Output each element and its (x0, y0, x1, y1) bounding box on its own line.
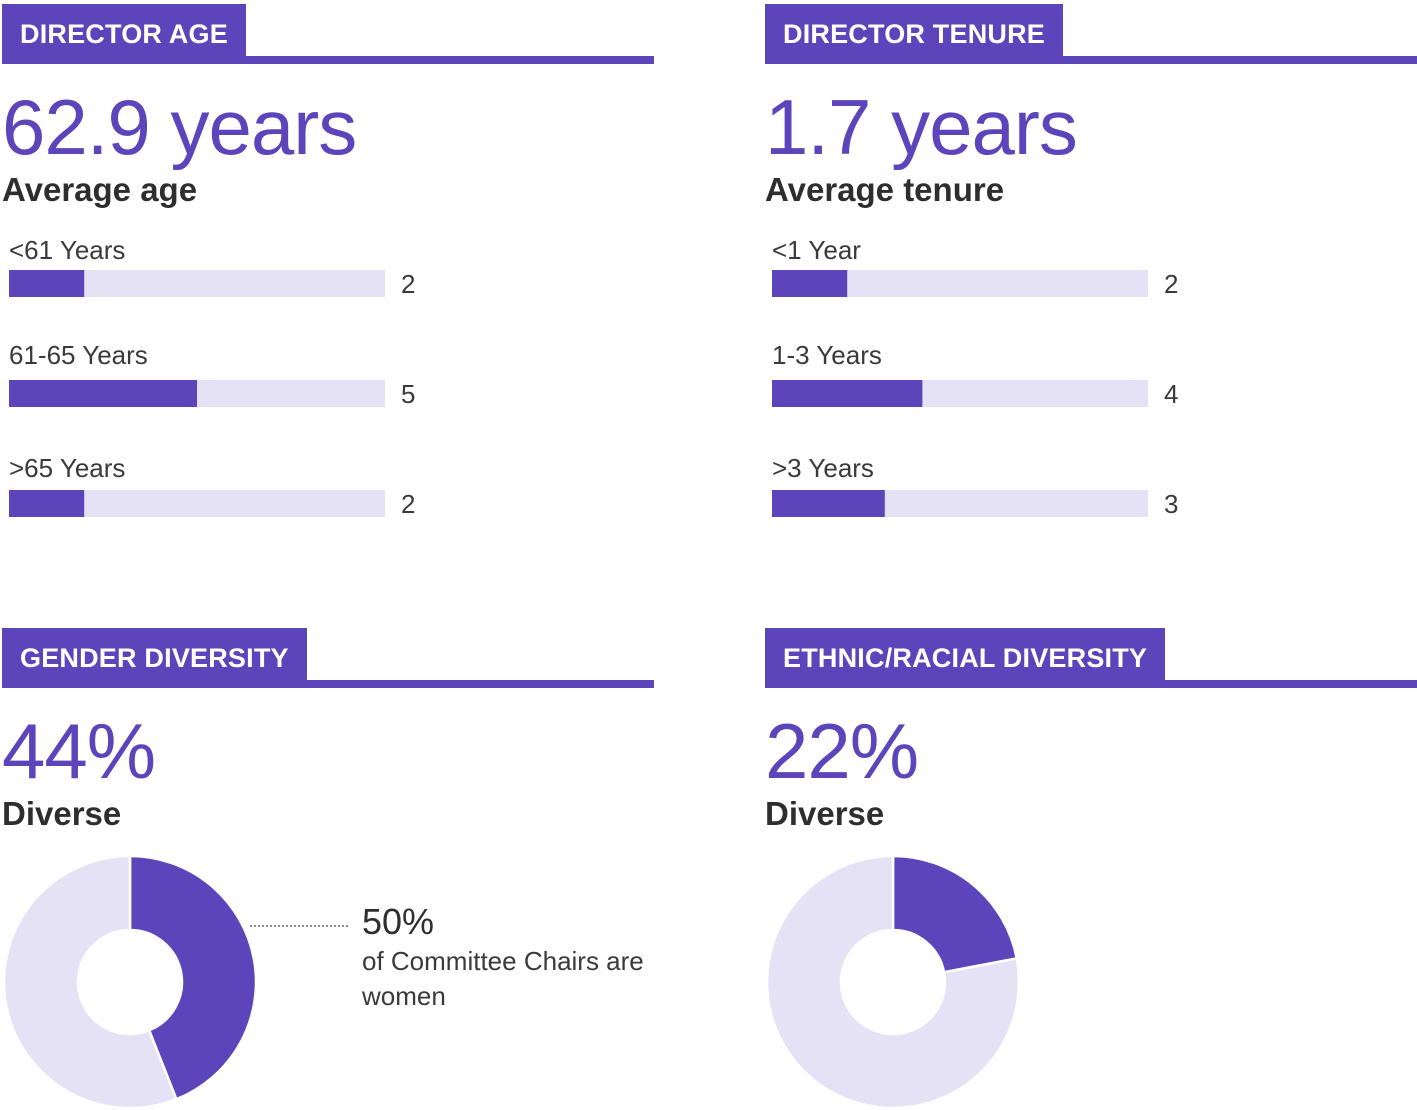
value-label-3-years: 3 (1164, 489, 1178, 519)
category-label-1-3-years: 1-3 Years (772, 340, 882, 370)
ethnic-donut-chart (765, 854, 1021, 1110)
bar-1-year (772, 270, 848, 297)
bar-65-years (9, 490, 85, 517)
value-label-61-65-years: 5 (401, 379, 415, 409)
ethnic-diverse-label: Diverse (765, 795, 885, 832)
callout-text: of Committee Chairs are women (362, 946, 644, 1011)
slice-other (765, 854, 1021, 1110)
value-label-1-year: 2 (1164, 269, 1178, 299)
average-age-label: Average age (2, 171, 198, 208)
committee-chairs-callout: 50% of Committee Chairs are women (362, 900, 652, 1014)
gender-diversity-header: GENDER DIVERSITY (2, 628, 654, 688)
category-label-3-years: >3 Years (772, 453, 874, 483)
director-age-panel: DIRECTOR AGE 62.9 years Average age <61 … (2, 4, 654, 559)
header-rule (765, 56, 1417, 64)
slice-other (2, 854, 179, 1110)
bar-3-years (772, 490, 885, 517)
gender-diverse-label: Diverse (2, 795, 122, 832)
average-age-value: 62.9 years (2, 83, 357, 171)
header-rule (765, 680, 1417, 688)
category-label-65-years: >65 Years (9, 453, 125, 483)
gender-diversity-panel: GENDER DIVERSITY 44% Diverse 50% of Comm… (2, 628, 654, 1110)
value-label-61-years: 2 (401, 269, 415, 299)
ethnic-diversity-header: ETHNIC/RACIAL DIVERSITY (765, 628, 1417, 688)
header-tab-label: ETHNIC/RACIAL DIVERSITY (765, 628, 1166, 680)
header-tab-label: DIRECTOR AGE (2, 4, 246, 56)
header-tab-label: DIRECTOR TENURE (765, 4, 1064, 56)
header-rule (2, 56, 654, 64)
average-tenure-value: 1.7 years (765, 83, 1078, 171)
gender-diverse-percent: 44% (2, 707, 156, 795)
header-rule (2, 680, 654, 688)
callout-value: 50% (362, 901, 435, 942)
slice-diverse (128, 854, 258, 1101)
bar-61-65-years (9, 380, 197, 407)
ethnic-diversity-panel: ETHNIC/RACIAL DIVERSITY 22% Diverse (765, 628, 1417, 1110)
average-tenure-label: Average tenure (765, 171, 1005, 208)
value-label-65-years: 2 (401, 489, 415, 519)
category-label-1-year: <1 Year (772, 235, 861, 265)
value-label-1-3-years: 4 (1164, 379, 1178, 409)
bar-1-3-years (772, 380, 923, 407)
director-age-header: DIRECTOR AGE (2, 4, 654, 64)
category-label-61-65-years: 61-65 Years (9, 340, 148, 370)
tenure-bar-chart: <1 Year 2 1-3 Years 4 >3 Years 3 (772, 235, 1178, 519)
gender-donut-chart (2, 854, 258, 1110)
category-label-61-years: <61 Years (9, 235, 125, 265)
age-bar-chart: <61 Years 2 61-65 Years 5 >65 Years 2 (9, 235, 415, 519)
ethnic-diverse-percent: 22% (765, 707, 919, 795)
header-tab-label: GENDER DIVERSITY (2, 628, 307, 680)
callout-leader-line (250, 925, 348, 927)
bar-61-years (9, 270, 85, 297)
director-tenure-header: DIRECTOR TENURE (765, 4, 1417, 64)
slice-diverse (891, 854, 1019, 974)
director-tenure-panel: DIRECTOR TENURE 1.7 years Average tenure… (765, 4, 1417, 559)
